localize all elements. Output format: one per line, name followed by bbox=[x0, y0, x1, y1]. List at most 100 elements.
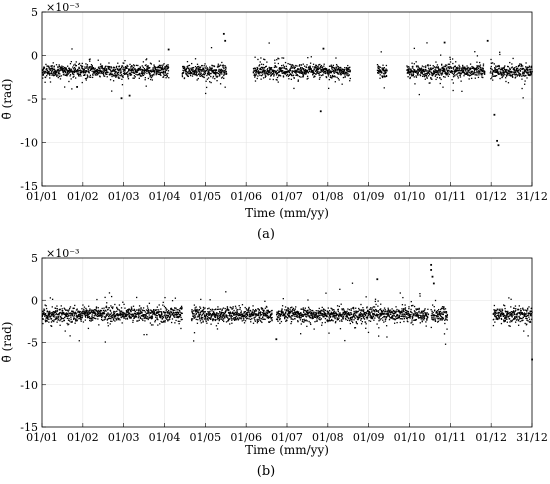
data-point bbox=[118, 314, 120, 316]
data-point bbox=[385, 316, 388, 318]
data-point bbox=[430, 72, 433, 74]
data-point bbox=[423, 309, 426, 311]
data-point bbox=[54, 72, 56, 74]
data-point bbox=[68, 72, 71, 74]
data-point bbox=[55, 317, 57, 319]
data-point bbox=[234, 317, 237, 319]
data-point bbox=[476, 74, 478, 76]
data-point bbox=[156, 318, 158, 320]
data-point bbox=[279, 313, 282, 315]
data-point bbox=[158, 70, 160, 72]
data-point bbox=[98, 324, 100, 326]
data-point bbox=[215, 325, 218, 327]
data-point bbox=[381, 68, 384, 71]
data-point bbox=[88, 313, 90, 316]
data-point bbox=[289, 63, 291, 65]
data-point bbox=[211, 315, 213, 317]
data-point bbox=[378, 316, 380, 319]
data-point bbox=[516, 75, 518, 77]
data-point bbox=[473, 67, 476, 69]
data-point bbox=[86, 74, 88, 76]
data-point bbox=[303, 68, 305, 70]
data-point bbox=[361, 315, 363, 317]
data-point bbox=[303, 311, 305, 314]
data-point bbox=[218, 318, 220, 321]
data-point bbox=[418, 310, 420, 312]
data-point bbox=[337, 68, 339, 70]
data-point bbox=[405, 311, 408, 314]
data-point bbox=[449, 58, 451, 60]
data-point bbox=[105, 306, 107, 308]
data-point bbox=[167, 314, 170, 316]
data-point bbox=[233, 314, 235, 316]
data-point bbox=[161, 321, 163, 323]
data-point bbox=[272, 69, 274, 71]
data-point bbox=[200, 298, 202, 301]
data-point bbox=[284, 68, 287, 70]
data-point bbox=[170, 309, 172, 311]
data-point bbox=[119, 75, 121, 77]
data-point bbox=[230, 314, 233, 316]
data-point bbox=[328, 87, 330, 90]
data-point bbox=[265, 71, 267, 73]
data-point bbox=[328, 73, 330, 75]
data-point bbox=[229, 313, 231, 315]
data-point bbox=[332, 316, 334, 318]
data-point bbox=[71, 321, 73, 323]
data-point bbox=[428, 72, 430, 75]
data-point bbox=[193, 340, 195, 342]
data-point bbox=[380, 51, 382, 53]
data-point bbox=[447, 66, 449, 68]
data-point bbox=[289, 68, 291, 70]
data-point bbox=[427, 75, 430, 77]
data-point bbox=[328, 312, 330, 314]
data-point bbox=[192, 310, 195, 312]
data-point bbox=[116, 307, 118, 310]
data-point bbox=[79, 73, 82, 76]
data-point bbox=[324, 67, 326, 69]
data-point bbox=[503, 67, 505, 69]
data-point bbox=[273, 74, 275, 76]
data-point bbox=[472, 67, 475, 69]
data-point bbox=[528, 71, 530, 73]
data-point bbox=[489, 72, 492, 74]
data-point bbox=[222, 71, 224, 73]
data-point bbox=[205, 67, 207, 69]
data-point bbox=[235, 315, 238, 317]
data-point bbox=[125, 73, 127, 75]
data-point bbox=[329, 316, 332, 318]
data-point bbox=[268, 311, 270, 313]
data-point bbox=[157, 311, 159, 313]
data-point bbox=[57, 76, 59, 79]
data-point bbox=[481, 69, 483, 72]
data-point bbox=[434, 71, 437, 74]
data-point bbox=[188, 67, 190, 70]
data-point bbox=[233, 309, 235, 312]
data-point bbox=[167, 312, 169, 314]
data-point bbox=[347, 69, 349, 71]
data-point bbox=[281, 312, 284, 314]
data-point bbox=[524, 69, 527, 71]
data-point bbox=[507, 70, 510, 72]
data-point bbox=[106, 313, 108, 315]
data-point bbox=[266, 311, 268, 313]
data-point bbox=[383, 313, 385, 315]
data-point bbox=[47, 70, 49, 73]
data-point bbox=[244, 306, 246, 309]
data-point bbox=[150, 315, 152, 317]
data-point bbox=[329, 75, 332, 77]
data-point bbox=[308, 69, 311, 71]
data-point bbox=[273, 72, 275, 74]
data-point bbox=[315, 312, 318, 314]
data-point bbox=[495, 69, 497, 71]
data-point bbox=[213, 315, 216, 317]
data-point bbox=[299, 313, 301, 315]
data-point bbox=[504, 69, 507, 71]
data-point bbox=[141, 311, 143, 313]
data-point bbox=[478, 74, 480, 76]
data-point bbox=[177, 311, 179, 314]
data-point bbox=[445, 72, 448, 74]
data-point bbox=[158, 311, 160, 313]
data-point bbox=[292, 67, 294, 69]
data-point bbox=[63, 312, 65, 314]
